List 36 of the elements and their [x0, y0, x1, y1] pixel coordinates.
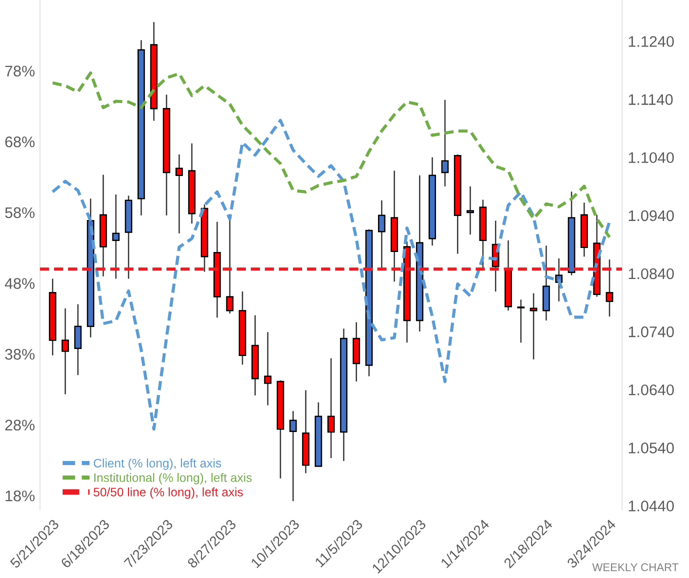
candlestick [264, 331, 272, 406]
y-tick-label: 78% [5, 66, 35, 76]
candlestick [289, 410, 297, 502]
y2-tick-label: 1.0640 [628, 384, 674, 396]
candlestick [378, 200, 386, 268]
y2-tick-label: 1.1040 [628, 152, 674, 164]
candlestick [226, 217, 234, 314]
y-tick-label: 48% [4, 278, 35, 289]
candlestick [555, 258, 563, 302]
candlestick [517, 298, 525, 344]
line-series [51, 118, 612, 431]
y-tick-label: 38% [5, 348, 35, 360]
candlestick [441, 99, 449, 188]
y2-tick-label: 1.0940 [628, 210, 674, 222]
y2-tick-label: 1.0540 [628, 442, 674, 454]
y-tick-label: 28% [5, 420, 35, 431]
y2-tick-label: 1.0740 [628, 326, 674, 338]
candlestick [530, 292, 538, 360]
legend-label: Client (% long), left axis [94, 458, 222, 470]
y-tick-label: 58% [5, 207, 35, 218]
candlestick [74, 304, 82, 376]
candlestick [175, 154, 183, 234]
candlestick [112, 194, 120, 280]
candlestick [466, 186, 474, 236]
legend-label: 50/50 line (% long), left axis [94, 487, 243, 499]
legend-label: Institutional (% long), left axis [94, 472, 252, 484]
y2-tick-label: 1.0440 [628, 500, 674, 512]
candlestick [606, 258, 614, 318]
y2-tick-label: 1.1240 [628, 36, 674, 47]
candlestick [62, 308, 69, 395]
y2-tick-label: 1.0840 [628, 268, 674, 280]
candlestick [327, 358, 335, 459]
y2-tick-label: 1.1140 [628, 94, 673, 105]
y-tick-label: 68% [5, 136, 35, 148]
y-tick-label: 18% [6, 490, 35, 502]
line-series [51, 71, 612, 239]
